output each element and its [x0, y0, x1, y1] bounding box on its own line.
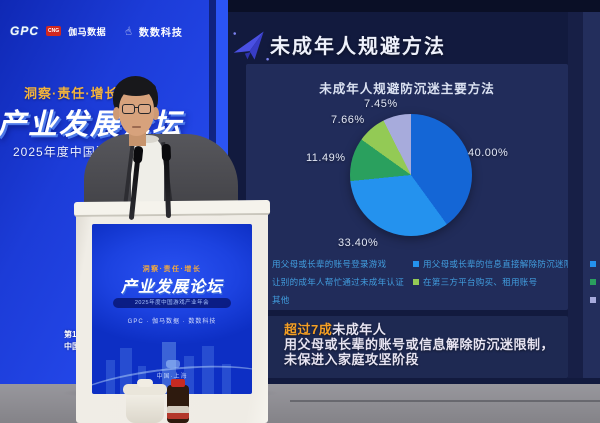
- legend-swatch: [413, 279, 419, 285]
- podium-front-panel: 洞察·责任·增长 产业发展论坛 2025年度中国游戏产业年会 GPC · 伽马数…: [92, 224, 252, 394]
- key-finding-line-3: 未保进入家庭攻坚阶段: [284, 352, 420, 367]
- thinkingdata-hand-icon: ☝: [124, 25, 133, 38]
- slide-title: 未成年人规避方法: [270, 36, 446, 58]
- key-finding-lead: 超过7成: [284, 322, 333, 337]
- legend-item: 在第三方平台购买、租用账号: [413, 276, 537, 288]
- drink-bottle: [167, 379, 189, 423]
- legend-swatch: [590, 279, 596, 285]
- podium-logos-row: GPC · 伽马数据 · 数数科技: [127, 319, 217, 325]
- gpc-logo: GPC: [10, 24, 40, 38]
- pie-label-11: 11.49%: [306, 152, 346, 164]
- glasses-lens: [122, 104, 135, 114]
- sponsor-logos-row: GPC CNG 伽马数据 ☝ 数数科技: [10, 22, 210, 40]
- pie-label-7-66: 7.66%: [331, 114, 365, 126]
- screen-panel-gap: [568, 12, 583, 378]
- screen-top-edge: [228, 0, 600, 12]
- glasses-lens: [138, 104, 151, 114]
- speaker-glasses: [121, 104, 153, 115]
- pie-label-33: 33.40%: [338, 237, 379, 249]
- legend-label: 用父母或长辈的账号登录游戏: [272, 259, 387, 269]
- legend-item: 用父母或长辈的信息直接解除防沉迷限制: [413, 258, 581, 270]
- podium-slogan: 洞察·责任·增长: [142, 266, 202, 273]
- key-finding-panel: 超过7成未成年人 用父母或长辈的账号或信息解除防沉迷限制， 未保进入家庭攻坚阶段: [246, 316, 568, 378]
- legend-label: 用父母或长辈的信息直接解除防沉迷限制: [423, 259, 582, 269]
- chart-panel: 未成年人规避防沉迷主要方法 40.00% 33.40% 11.49% 7.66%…: [246, 64, 581, 310]
- pie-label-40: 40.00%: [468, 147, 509, 159]
- adjacent-slide-panel: [583, 12, 600, 378]
- paper-cup: [123, 379, 167, 423]
- floor-seam: [290, 400, 600, 402]
- podium-footer-text: 中国·上海: [156, 374, 188, 380]
- podium-title: 产业发展论坛: [120, 279, 223, 296]
- key-finding-line-1: 超过7成未成年人: [284, 319, 386, 338]
- gamma-data-badge-icon: CNG: [46, 26, 62, 36]
- legend-swatch: [590, 261, 596, 267]
- backdrop-slogan: 洞察·责任·增长: [24, 86, 119, 101]
- glasses-bridge: [134, 107, 139, 108]
- podium-subtitle: 2025年度中国游戏产业年会: [113, 298, 231, 308]
- legend-swatch: [590, 297, 596, 303]
- podium-top-surface: [73, 199, 271, 218]
- speaker-ear: [152, 107, 159, 120]
- pie-chart: [350, 114, 472, 236]
- legend-swatch: [413, 261, 419, 267]
- side-note-line: 中国: [64, 342, 80, 351]
- speaker-hair-fringe: [116, 80, 156, 96]
- thinkingdata-logo: 数数科技: [138, 27, 183, 39]
- presentation-screen: 未成年人规避方法 未成年人规避防沉迷主要方法 40.00% 33.40% 11.…: [228, 0, 600, 390]
- gamma-data-logo: 伽马数据: [68, 26, 107, 37]
- pie-label-7-45: 7.45%: [364, 98, 398, 110]
- chart-title: 未成年人规避防沉迷主要方法: [319, 82, 495, 96]
- backdrop-side-note: 第1 中国: [64, 329, 80, 353]
- legend-item: 让别的成年人帮忙通过未成年认证: [262, 276, 404, 288]
- legend-label: 在第三方平台购买、租用账号: [423, 277, 538, 287]
- legend-label: 其他: [272, 295, 290, 305]
- side-note-line: 第1: [64, 330, 77, 339]
- legend-label: 让别的成年人帮忙通过未成年认证: [272, 277, 405, 287]
- key-finding-rest: 未成年人: [332, 322, 387, 337]
- legend-item: 用父母或长辈的账号登录游戏: [262, 258, 386, 270]
- speaker-ear: [113, 107, 120, 120]
- paper-plane-icon: [230, 24, 270, 66]
- key-finding-line-2: 用父母或长辈的账号或信息解除防沉迷限制，: [284, 337, 555, 352]
- speaker-mouth: [132, 126, 141, 128]
- gamepad-icon: [166, 360, 180, 368]
